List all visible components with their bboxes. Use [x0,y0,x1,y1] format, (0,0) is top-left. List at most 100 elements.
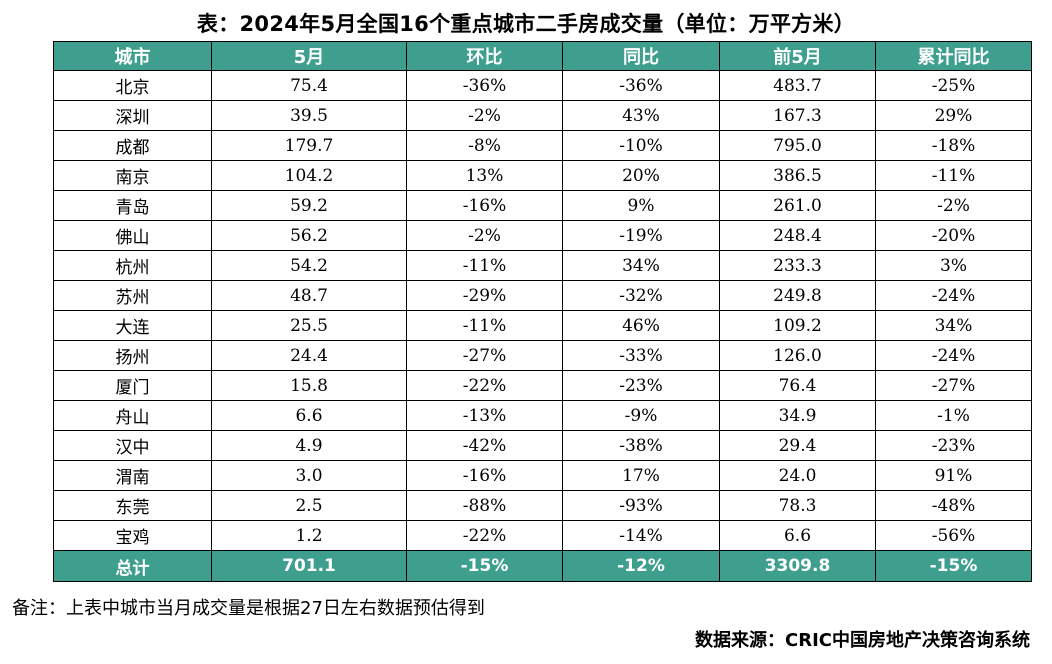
header-yoy: 同比 [562,41,720,71]
cell-may: 48.7 [211,280,407,311]
total-yoy: -12% [562,550,720,582]
cell-yoy: 46% [562,310,720,341]
cell-may: 3.0 [211,460,407,491]
header-cumulative-yoy: 累计同比 [875,41,1032,71]
cell-may: 1.2 [211,520,407,551]
cell-mom: -16% [406,460,563,491]
total-mom: -15% [406,550,563,582]
cell-may: 6.6 [211,400,407,431]
cell-may: 54.2 [211,250,407,281]
cell-mom: -27% [406,340,563,371]
cell-yoy: 20% [562,160,720,191]
cell-city: 深圳 [53,100,212,131]
cell-cumulative-yoy: -56% [875,520,1032,551]
cell-mom: -42% [406,430,563,461]
cell-may: 56.2 [211,220,407,251]
cell-yoy: 9% [562,190,720,221]
cell-first5: 386.5 [719,160,876,191]
cell-cumulative-yoy: -24% [875,340,1032,371]
data-source: 数据来源：CRIC中国房地产决策咨询系统 [695,630,1030,651]
cell-may: 75.4 [211,70,407,101]
cell-first5: 76.4 [719,370,876,401]
table-row: 扬州 24.4 -27% -33% 126.0 -24% [53,340,1032,371]
table-row: 渭南 3.0 -16% 17% 24.0 91% [53,460,1032,491]
cell-mom: -11% [406,310,563,341]
cell-may: 24.4 [211,340,407,371]
table-row: 青岛 59.2 -16% 9% 261.0 -2% [53,190,1032,221]
cell-cumulative-yoy: -2% [875,190,1032,221]
cell-yoy: -38% [562,430,720,461]
cell-city: 厦门 [53,370,212,401]
cell-cumulative-yoy: 3% [875,250,1032,281]
header-first5: 前5月 [719,41,876,71]
cell-yoy: 34% [562,250,720,281]
cell-yoy: -9% [562,400,720,431]
table-row: 南京 104.2 13% 20% 386.5 -11% [53,160,1032,191]
footnote: 备注：上表中城市当月成交量是根据27日左右数据预估得到 [12,598,485,619]
cell-cumulative-yoy: -11% [875,160,1032,191]
table-row: 杭州 54.2 -11% 34% 233.3 3% [53,250,1032,281]
cell-cumulative-yoy: -1% [875,400,1032,431]
total-row: 总计 701.1 -15% -12% 3309.8 -15% [53,550,1032,582]
cell-may: 104.2 [211,160,407,191]
cell-first5: 248.4 [719,220,876,251]
cell-city: 舟山 [53,400,212,431]
header-may: 5月 [211,41,407,71]
total-may: 701.1 [211,550,407,582]
cell-yoy: -32% [562,280,720,311]
cell-first5: 78.3 [719,490,876,521]
cell-yoy: -36% [562,70,720,101]
cell-mom: -11% [406,250,563,281]
cell-city: 苏州 [53,280,212,311]
cell-cumulative-yoy: 91% [875,460,1032,491]
cell-mom: -22% [406,370,563,401]
cell-cumulative-yoy: -25% [875,70,1032,101]
total-first5: 3309.8 [719,550,876,582]
cell-may: 59.2 [211,190,407,221]
cell-may: 15.8 [211,370,407,401]
header-city: 城市 [53,41,212,71]
cell-city: 汉中 [53,430,212,461]
cell-city: 成都 [53,130,212,161]
total-cumulative-yoy: -15% [875,550,1032,582]
cell-city: 南京 [53,160,212,191]
table-row: 宝鸡 1.2 -22% -14% 6.6 -56% [53,520,1032,551]
cell-yoy: -10% [562,130,720,161]
cell-city: 杭州 [53,250,212,281]
cell-may: 4.9 [211,430,407,461]
cell-yoy: -23% [562,370,720,401]
cell-city: 渭南 [53,460,212,491]
cell-may: 39.5 [211,100,407,131]
cell-cumulative-yoy: 34% [875,310,1032,341]
cell-first5: 109.2 [719,310,876,341]
table-title: 表：2024年5月全国16个重点城市二手房成交量（单位：万平方米） [196,12,856,36]
cell-yoy: -93% [562,490,720,521]
cell-city: 宝鸡 [53,520,212,551]
transaction-table: 城市 5月 环比 同比 前5月 累计同比 北京 75.4 -36% -36% 483.7… [53,41,1032,582]
cell-yoy: -19% [562,220,720,251]
cell-mom: -16% [406,190,563,221]
cell-first5: 126.0 [719,340,876,371]
cell-mom: 13% [406,160,563,191]
cell-yoy: 17% [562,460,720,491]
table-row: 大连 25.5 -11% 46% 109.2 34% [53,310,1032,341]
cell-mom: -22% [406,520,563,551]
cell-may: 179.7 [211,130,407,161]
cell-yoy: -14% [562,520,720,551]
cell-first5: 795.0 [719,130,876,161]
cell-first5: 24.0 [719,460,876,491]
cell-may: 2.5 [211,490,407,521]
cell-first5: 34.9 [719,400,876,431]
cell-city: 北京 [53,70,212,101]
cell-first5: 167.3 [719,100,876,131]
cell-cumulative-yoy: -24% [875,280,1032,311]
cell-cumulative-yoy: -18% [875,130,1032,161]
cell-yoy: -33% [562,340,720,371]
cell-city: 青岛 [53,190,212,221]
table-row: 北京 75.4 -36% -36% 483.7 -25% [53,70,1032,101]
table-row: 汉中 4.9 -42% -38% 29.4 -23% [53,430,1032,461]
cell-yoy: 43% [562,100,720,131]
cell-cumulative-yoy: -27% [875,370,1032,401]
cell-first5: 261.0 [719,190,876,221]
cell-city: 大连 [53,310,212,341]
